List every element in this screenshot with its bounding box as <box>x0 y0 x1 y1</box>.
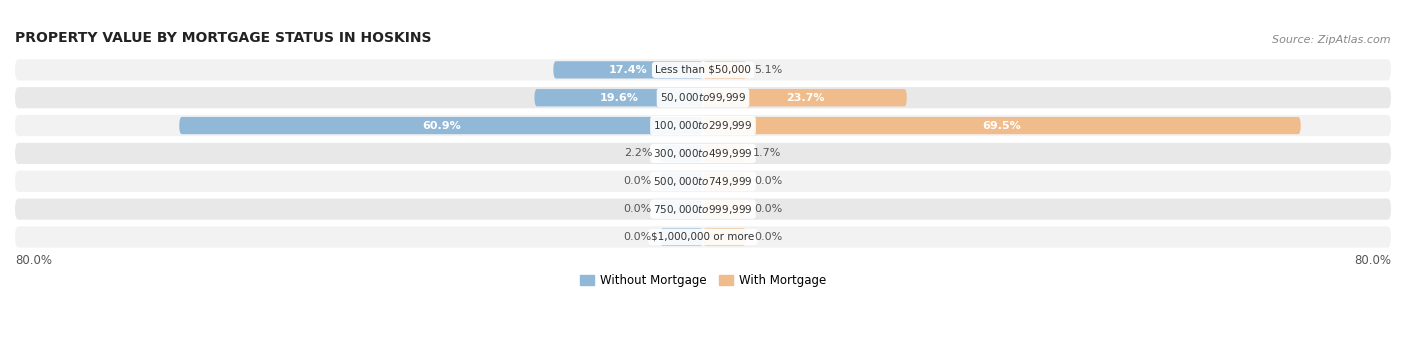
FancyBboxPatch shape <box>15 143 1391 164</box>
Text: 17.4%: 17.4% <box>609 65 648 75</box>
Text: 0.0%: 0.0% <box>755 176 783 186</box>
Text: 23.7%: 23.7% <box>786 93 824 103</box>
FancyBboxPatch shape <box>15 87 1391 108</box>
FancyBboxPatch shape <box>659 173 703 190</box>
Text: 5.1%: 5.1% <box>754 65 782 75</box>
FancyBboxPatch shape <box>703 89 907 106</box>
Text: 1.7%: 1.7% <box>752 148 782 159</box>
Text: 80.0%: 80.0% <box>15 254 52 267</box>
FancyBboxPatch shape <box>659 201 703 218</box>
FancyBboxPatch shape <box>554 61 703 78</box>
Text: $50,000 to $99,999: $50,000 to $99,999 <box>659 91 747 104</box>
Text: 2.2%: 2.2% <box>624 148 654 159</box>
Text: 0.0%: 0.0% <box>755 204 783 214</box>
Text: 69.5%: 69.5% <box>983 121 1021 131</box>
Text: $750,000 to $999,999: $750,000 to $999,999 <box>654 203 752 216</box>
Text: 60.9%: 60.9% <box>422 121 461 131</box>
FancyBboxPatch shape <box>15 171 1391 192</box>
FancyBboxPatch shape <box>179 117 703 134</box>
FancyBboxPatch shape <box>703 228 747 246</box>
FancyBboxPatch shape <box>15 115 1391 136</box>
Text: $1,000,000 or more: $1,000,000 or more <box>651 232 755 242</box>
FancyBboxPatch shape <box>703 201 747 218</box>
FancyBboxPatch shape <box>534 89 703 106</box>
FancyBboxPatch shape <box>659 145 703 162</box>
FancyBboxPatch shape <box>703 117 1301 134</box>
FancyBboxPatch shape <box>15 59 1391 80</box>
Text: PROPERTY VALUE BY MORTGAGE STATUS IN HOSKINS: PROPERTY VALUE BY MORTGAGE STATUS IN HOS… <box>15 31 432 45</box>
FancyBboxPatch shape <box>703 61 747 78</box>
FancyBboxPatch shape <box>659 228 703 246</box>
Text: Less than $50,000: Less than $50,000 <box>655 65 751 75</box>
Text: 0.0%: 0.0% <box>623 204 651 214</box>
Text: 19.6%: 19.6% <box>599 93 638 103</box>
FancyBboxPatch shape <box>703 145 747 162</box>
Text: 0.0%: 0.0% <box>623 176 651 186</box>
Text: $500,000 to $749,999: $500,000 to $749,999 <box>654 175 752 188</box>
FancyBboxPatch shape <box>703 173 747 190</box>
Text: Source: ZipAtlas.com: Source: ZipAtlas.com <box>1272 35 1391 45</box>
Text: 80.0%: 80.0% <box>1354 254 1391 267</box>
Text: 0.0%: 0.0% <box>623 232 651 242</box>
FancyBboxPatch shape <box>15 226 1391 248</box>
Legend: Without Mortgage, With Mortgage: Without Mortgage, With Mortgage <box>575 269 831 292</box>
FancyBboxPatch shape <box>15 198 1391 220</box>
Text: $300,000 to $499,999: $300,000 to $499,999 <box>654 147 752 160</box>
Text: $100,000 to $299,999: $100,000 to $299,999 <box>654 119 752 132</box>
Text: 0.0%: 0.0% <box>755 232 783 242</box>
